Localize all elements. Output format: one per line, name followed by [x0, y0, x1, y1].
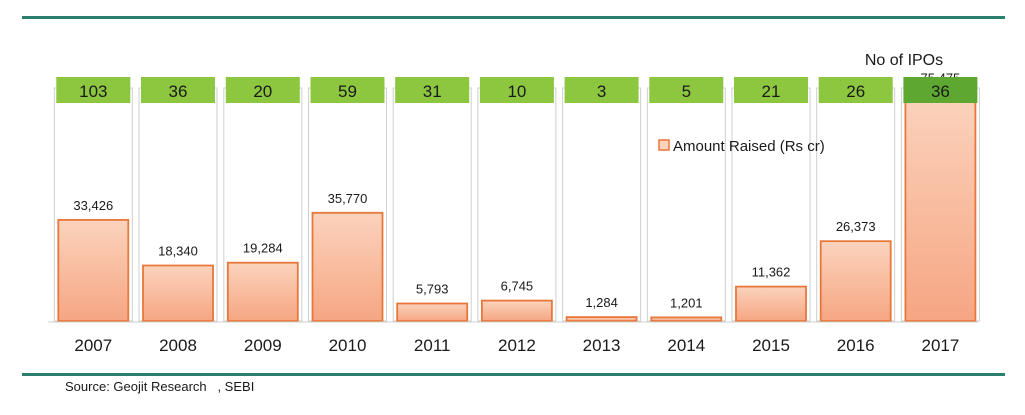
ipo-count-label: 5	[682, 82, 691, 101]
data-label: 33,426	[73, 198, 113, 213]
ipo-count-box	[649, 77, 724, 103]
x-tick-label: 2011	[414, 336, 451, 355]
ipo-count-label: 31	[423, 82, 442, 101]
bars	[57, 91, 977, 322]
x-axis-ticks: 2007 2008 2009 2010 2011 2012 2013 2014 2015 2016…	[74, 336, 959, 355]
ipo-count-label: 36	[169, 82, 188, 101]
data-label: 1,284	[585, 295, 618, 310]
source-note: Source: Geojit Research , SEBI	[65, 379, 254, 394]
data-label: 11,362	[752, 265, 791, 280]
ipo-count-box	[479, 77, 554, 103]
data-label: 19,284	[243, 241, 283, 256]
x-tick-label: 2017	[921, 336, 959, 355]
top-rule	[22, 16, 1005, 19]
bar	[904, 91, 977, 322]
ipo-count-label: 59	[338, 82, 357, 101]
data-label: 35,770	[328, 191, 368, 206]
data-label: 5,793	[416, 282, 449, 297]
x-tick-label: 2008	[159, 336, 197, 355]
ipo-count-label: 3	[597, 82, 606, 101]
year-column	[646, 87, 726, 322]
bar	[735, 285, 807, 322]
ipo-count-box	[903, 77, 978, 103]
ipo-count-box	[141, 77, 215, 103]
ipo-count-box	[56, 77, 131, 103]
bar	[142, 264, 214, 322]
ipo-count-box	[225, 77, 300, 103]
x-tick-label: 2013	[583, 336, 621, 355]
bar	[819, 240, 892, 322]
x-tick-label: 2007	[74, 336, 112, 355]
ipo-count-box	[818, 77, 893, 103]
bar	[396, 302, 469, 322]
bottom-rule	[22, 373, 1005, 376]
x-tick-label: 2016	[837, 336, 875, 355]
bar	[226, 261, 299, 322]
bar	[311, 211, 384, 322]
legend-label: Amount Raised (Rs cr)	[673, 138, 825, 155]
bar	[565, 316, 638, 322]
x-tick-label: 2014	[667, 336, 705, 355]
ipo-count-label: 103	[79, 82, 107, 101]
data-label: 18,340	[158, 244, 198, 259]
legend-swatch	[658, 139, 670, 151]
ipo-count-header: No of IPOs	[865, 52, 943, 69]
bar	[650, 316, 723, 322]
x-tick-label: 2010	[329, 336, 367, 355]
ipo-count-label: 20	[253, 82, 272, 101]
ipo-count-box	[564, 77, 639, 103]
data-label: 1,201	[670, 295, 703, 310]
ipo-count-label: 21	[762, 82, 781, 101]
ipo-count-box	[310, 77, 385, 103]
legend: Amount Raised (Rs cr)	[658, 138, 825, 155]
x-tick-label: 2015	[752, 336, 790, 355]
ipo-count-box	[395, 77, 470, 103]
ipo-count-box	[734, 77, 808, 103]
ipo-count-boxes: 103 36 20 59 31 10 3 5 21 26 36	[56, 77, 978, 103]
x-tick-label: 2012	[498, 336, 536, 355]
ipo-count-label: 10	[507, 82, 526, 101]
ipo-count-label: 36	[931, 82, 950, 101]
data-label: 6,745	[501, 279, 534, 294]
bar	[57, 218, 130, 322]
bar	[480, 299, 553, 322]
ipo-count-label: 26	[846, 82, 865, 101]
year-column	[562, 87, 642, 322]
x-tick-label: 2009	[244, 336, 282, 355]
data-label: 26,373	[836, 219, 876, 234]
